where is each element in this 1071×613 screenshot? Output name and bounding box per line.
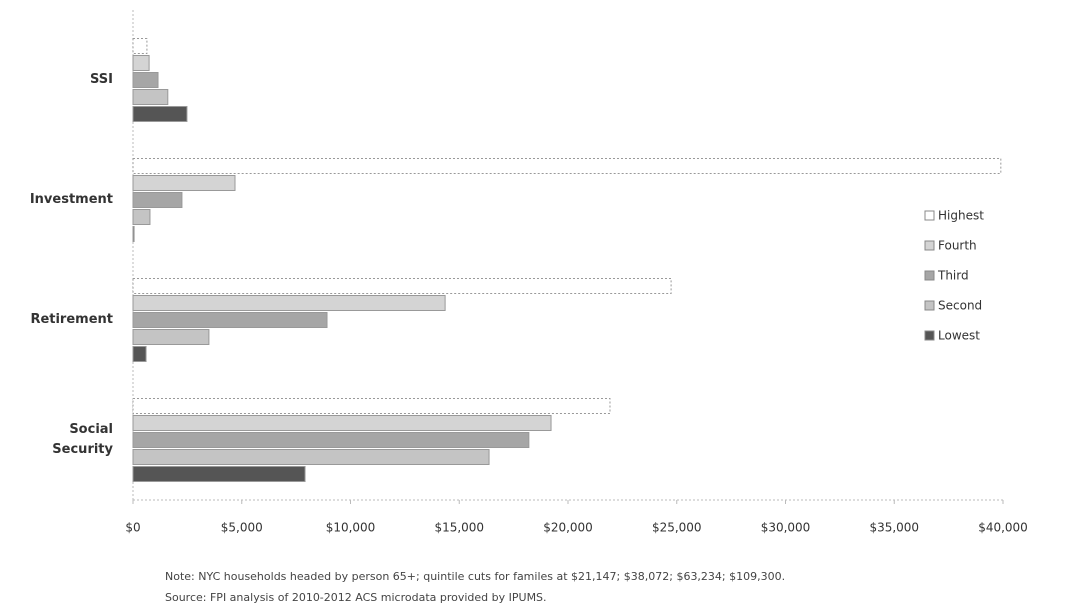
x-tick-label: $40,000	[978, 521, 1028, 535]
bar	[132, 209, 151, 225]
bar	[132, 312, 328, 328]
legend-swatch	[924, 300, 935, 311]
bar	[132, 175, 236, 191]
category-label: Social Security	[52, 422, 113, 457]
legend-label: Lowest	[938, 329, 980, 343]
x-tick-label: $15,000	[434, 521, 484, 535]
legend-label: Highest	[938, 209, 984, 223]
x-tick-label: $20,000	[543, 521, 593, 535]
bar	[132, 38, 148, 54]
x-tick-label: $35,000	[869, 521, 919, 535]
bar	[132, 398, 611, 414]
legend-swatch	[924, 240, 935, 251]
legend-swatch	[924, 210, 935, 221]
bar	[132, 466, 306, 482]
bar	[132, 226, 135, 242]
bar	[132, 432, 530, 448]
bar	[132, 449, 490, 465]
legend-label: Second	[938, 299, 982, 313]
bar	[132, 192, 183, 208]
legend-label: Third	[937, 269, 969, 283]
category-label: SSI	[90, 72, 113, 87]
bar	[132, 329, 210, 345]
bar	[132, 72, 159, 88]
category-label: Investment	[29, 192, 113, 207]
x-tick-label: $0	[125, 521, 140, 535]
bar	[132, 295, 446, 311]
bar	[132, 346, 147, 362]
category-label: Retirement	[30, 312, 113, 327]
bar	[132, 278, 672, 294]
x-tick-label: $10,000	[326, 521, 376, 535]
legend-label: Fourth	[938, 239, 977, 253]
bar	[132, 106, 188, 122]
x-tick-label: $5,000	[221, 521, 263, 535]
legend-swatch	[924, 330, 935, 341]
bar	[132, 89, 169, 105]
bar	[132, 55, 150, 71]
bar	[132, 158, 1002, 174]
x-tick-label: $30,000	[761, 521, 811, 535]
bar	[132, 415, 552, 431]
x-tick-label: $25,000	[652, 521, 702, 535]
source: Source: FPI analysis of 2010-2012 ACS mi…	[165, 591, 547, 604]
note: Note: NYC households headed by person 65…	[165, 570, 786, 583]
legend-swatch	[924, 270, 935, 281]
